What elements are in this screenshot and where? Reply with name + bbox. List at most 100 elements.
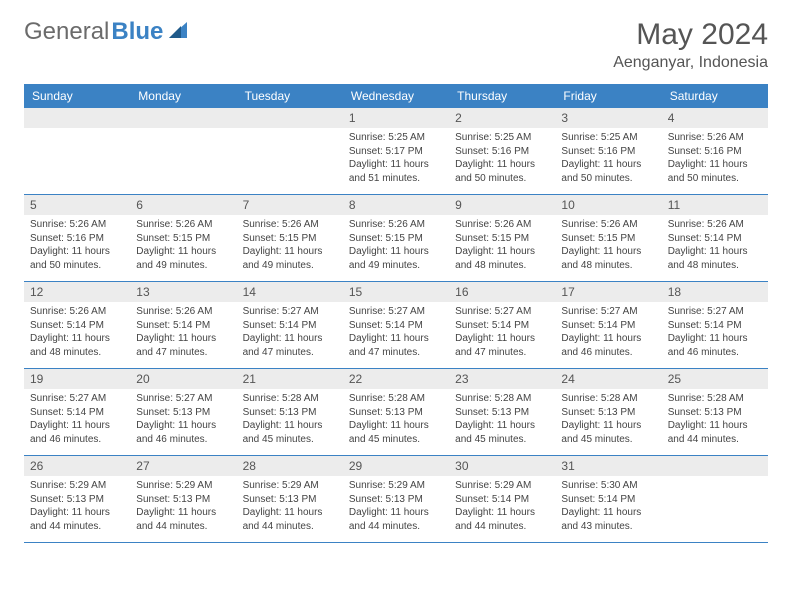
week-row: 12Sunrise: 5:26 AMSunset: 5:14 PMDayligh… (24, 282, 768, 369)
day-details: Sunrise: 5:27 AMSunset: 5:14 PMDaylight:… (24, 389, 130, 452)
day-cell: 16Sunrise: 5:27 AMSunset: 5:14 PMDayligh… (449, 282, 555, 368)
day-number: 29 (343, 456, 449, 476)
day-number: 24 (555, 369, 661, 389)
day-number: 11 (662, 195, 768, 215)
day-number: 6 (130, 195, 236, 215)
day-number: 21 (237, 369, 343, 389)
logo-text-blue: Blue (111, 18, 163, 46)
day-number: 25 (662, 369, 768, 389)
day-header: Friday (555, 84, 661, 108)
day-cell: 11Sunrise: 5:26 AMSunset: 5:14 PMDayligh… (662, 195, 768, 281)
day-details: Sunrise: 5:27 AMSunset: 5:14 PMDaylight:… (237, 302, 343, 365)
day-number: 2 (449, 108, 555, 128)
day-number: 15 (343, 282, 449, 302)
day-number: 10 (555, 195, 661, 215)
day-number: 27 (130, 456, 236, 476)
day-number: 31 (555, 456, 661, 476)
weeks: 1Sunrise: 5:25 AMSunset: 5:17 PMDaylight… (24, 108, 768, 543)
day-details: Sunrise: 5:27 AMSunset: 5:14 PMDaylight:… (449, 302, 555, 365)
day-number: 9 (449, 195, 555, 215)
day-header: Saturday (662, 84, 768, 108)
month-title: May 2024 (613, 18, 768, 52)
day-details (237, 128, 343, 137)
day-cell: 21Sunrise: 5:28 AMSunset: 5:13 PMDayligh… (237, 369, 343, 455)
day-number: 4 (662, 108, 768, 128)
day-details: Sunrise: 5:28 AMSunset: 5:13 PMDaylight:… (449, 389, 555, 452)
day-cell: 18Sunrise: 5:27 AMSunset: 5:14 PMDayligh… (662, 282, 768, 368)
day-cell: 8Sunrise: 5:26 AMSunset: 5:15 PMDaylight… (343, 195, 449, 281)
location: Aenganyar, Indonesia (613, 54, 768, 72)
day-cell: 27Sunrise: 5:29 AMSunset: 5:13 PMDayligh… (130, 456, 236, 542)
day-details: Sunrise: 5:25 AMSunset: 5:17 PMDaylight:… (343, 128, 449, 191)
day-cell: 14Sunrise: 5:27 AMSunset: 5:14 PMDayligh… (237, 282, 343, 368)
day-cell: 5Sunrise: 5:26 AMSunset: 5:16 PMDaylight… (24, 195, 130, 281)
logo: GeneralBlue (24, 18, 189, 46)
week-row: 1Sunrise: 5:25 AMSunset: 5:17 PMDaylight… (24, 108, 768, 195)
day-number: 28 (237, 456, 343, 476)
day-cell: 3Sunrise: 5:25 AMSunset: 5:16 PMDaylight… (555, 108, 661, 194)
week-row: 5Sunrise: 5:26 AMSunset: 5:16 PMDaylight… (24, 195, 768, 282)
day-number: 18 (662, 282, 768, 302)
day-cell: 4Sunrise: 5:26 AMSunset: 5:16 PMDaylight… (662, 108, 768, 194)
day-details: Sunrise: 5:26 AMSunset: 5:15 PMDaylight:… (555, 215, 661, 278)
day-cell: 26Sunrise: 5:29 AMSunset: 5:13 PMDayligh… (24, 456, 130, 542)
day-cell: 12Sunrise: 5:26 AMSunset: 5:14 PMDayligh… (24, 282, 130, 368)
day-number: 22 (343, 369, 449, 389)
day-number: 3 (555, 108, 661, 128)
day-number (662, 456, 768, 476)
day-header: Monday (130, 84, 236, 108)
day-details: Sunrise: 5:28 AMSunset: 5:13 PMDaylight:… (343, 389, 449, 452)
day-cell: 23Sunrise: 5:28 AMSunset: 5:13 PMDayligh… (449, 369, 555, 455)
day-cell (130, 108, 236, 194)
day-details: Sunrise: 5:26 AMSunset: 5:15 PMDaylight:… (343, 215, 449, 278)
day-details: Sunrise: 5:28 AMSunset: 5:13 PMDaylight:… (662, 389, 768, 452)
day-number: 16 (449, 282, 555, 302)
day-cell: 31Sunrise: 5:30 AMSunset: 5:14 PMDayligh… (555, 456, 661, 542)
day-details: Sunrise: 5:29 AMSunset: 5:13 PMDaylight:… (24, 476, 130, 539)
day-details: Sunrise: 5:25 AMSunset: 5:16 PMDaylight:… (449, 128, 555, 191)
day-header: Sunday (24, 84, 130, 108)
day-number: 7 (237, 195, 343, 215)
day-number (24, 108, 130, 128)
day-number: 20 (130, 369, 236, 389)
day-details: Sunrise: 5:26 AMSunset: 5:16 PMDaylight:… (662, 128, 768, 191)
sail-icon (167, 20, 189, 45)
day-details (662, 476, 768, 485)
day-number (130, 108, 236, 128)
day-cell: 2Sunrise: 5:25 AMSunset: 5:16 PMDaylight… (449, 108, 555, 194)
day-header: Tuesday (237, 84, 343, 108)
day-cell: 1Sunrise: 5:25 AMSunset: 5:17 PMDaylight… (343, 108, 449, 194)
day-number: 13 (130, 282, 236, 302)
day-details: Sunrise: 5:26 AMSunset: 5:16 PMDaylight:… (24, 215, 130, 278)
day-cell: 7Sunrise: 5:26 AMSunset: 5:15 PMDaylight… (237, 195, 343, 281)
day-details: Sunrise: 5:29 AMSunset: 5:13 PMDaylight:… (237, 476, 343, 539)
day-details (24, 128, 130, 137)
day-cell: 13Sunrise: 5:26 AMSunset: 5:14 PMDayligh… (130, 282, 236, 368)
day-details: Sunrise: 5:29 AMSunset: 5:13 PMDaylight:… (130, 476, 236, 539)
day-cell: 9Sunrise: 5:26 AMSunset: 5:15 PMDaylight… (449, 195, 555, 281)
day-details: Sunrise: 5:26 AMSunset: 5:15 PMDaylight:… (449, 215, 555, 278)
logo-text-gray: General (24, 18, 109, 46)
header: GeneralBlue May 2024 Aenganyar, Indonesi… (24, 18, 768, 72)
day-number: 8 (343, 195, 449, 215)
day-number: 23 (449, 369, 555, 389)
day-cell: 17Sunrise: 5:27 AMSunset: 5:14 PMDayligh… (555, 282, 661, 368)
day-headers: SundayMondayTuesdayWednesdayThursdayFrid… (24, 84, 768, 108)
day-details: Sunrise: 5:28 AMSunset: 5:13 PMDaylight:… (237, 389, 343, 452)
calendar: SundayMondayTuesdayWednesdayThursdayFrid… (24, 84, 768, 543)
day-cell: 29Sunrise: 5:29 AMSunset: 5:13 PMDayligh… (343, 456, 449, 542)
day-cell: 22Sunrise: 5:28 AMSunset: 5:13 PMDayligh… (343, 369, 449, 455)
day-details: Sunrise: 5:26 AMSunset: 5:15 PMDaylight:… (237, 215, 343, 278)
day-number: 5 (24, 195, 130, 215)
day-number: 1 (343, 108, 449, 128)
day-cell (237, 108, 343, 194)
day-details: Sunrise: 5:26 AMSunset: 5:14 PMDaylight:… (662, 215, 768, 278)
day-cell: 6Sunrise: 5:26 AMSunset: 5:15 PMDaylight… (130, 195, 236, 281)
day-number: 12 (24, 282, 130, 302)
day-details: Sunrise: 5:26 AMSunset: 5:14 PMDaylight:… (24, 302, 130, 365)
day-number (237, 108, 343, 128)
day-cell: 10Sunrise: 5:26 AMSunset: 5:15 PMDayligh… (555, 195, 661, 281)
day-details: Sunrise: 5:28 AMSunset: 5:13 PMDaylight:… (555, 389, 661, 452)
day-cell: 15Sunrise: 5:27 AMSunset: 5:14 PMDayligh… (343, 282, 449, 368)
day-cell: 19Sunrise: 5:27 AMSunset: 5:14 PMDayligh… (24, 369, 130, 455)
